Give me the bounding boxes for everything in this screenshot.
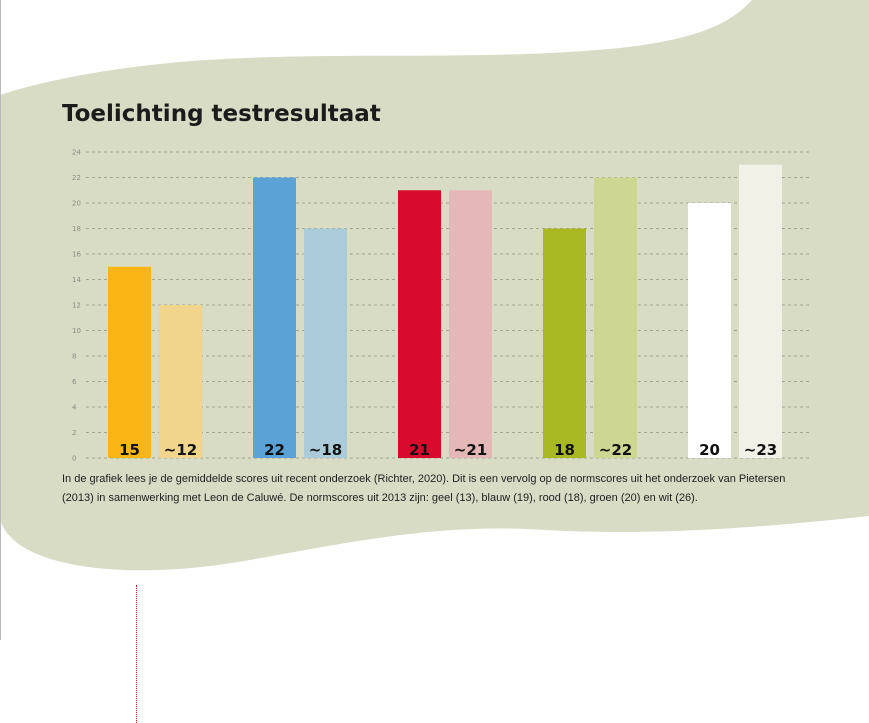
bar bbox=[543, 228, 586, 458]
bar-value-label: ~21 bbox=[454, 441, 487, 459]
bar bbox=[594, 177, 637, 458]
y-tick-label: 16 bbox=[72, 251, 81, 259]
bar bbox=[304, 228, 347, 458]
y-tick-label: 4 bbox=[72, 404, 77, 412]
y-tick-label: 6 bbox=[72, 378, 77, 386]
y-tick-label: 10 bbox=[72, 327, 81, 335]
bar-value-label: 20 bbox=[699, 441, 720, 459]
y-tick-label: 2 bbox=[72, 429, 76, 437]
y-tick-label: 8 bbox=[72, 353, 76, 361]
page-edge-line bbox=[0, 0, 1, 640]
y-tick-label: 14 bbox=[72, 276, 81, 284]
bar-value-labels: 15 ~12 22 ~18 21 ~21 18 ~22 20 ~23 bbox=[119, 441, 777, 459]
bar bbox=[449, 190, 492, 458]
bar-value-label: ~22 bbox=[599, 441, 632, 459]
bar-value-label: 22 bbox=[264, 441, 285, 459]
chart-caption: In de grafiek lees je de gemiddelde scor… bbox=[62, 473, 786, 504]
y-tick-label: 0 bbox=[72, 455, 76, 463]
bar-value-label: 15 bbox=[119, 441, 140, 459]
bar bbox=[253, 177, 296, 458]
bar-value-label: 18 bbox=[554, 441, 575, 459]
y-tick-label: 20 bbox=[72, 200, 81, 208]
bar-value-label: ~12 bbox=[164, 441, 197, 459]
chart-title: Toelichting testresultaat bbox=[62, 101, 381, 127]
bars bbox=[108, 164, 782, 458]
bar-value-label: ~18 bbox=[309, 441, 342, 459]
y-tick-label: 12 bbox=[72, 302, 81, 310]
y-tick-label: 18 bbox=[72, 225, 81, 233]
bar-value-label: 21 bbox=[409, 441, 430, 459]
bar bbox=[688, 203, 731, 458]
dotted-guide-line bbox=[136, 585, 137, 723]
y-tick-label: 24 bbox=[72, 149, 81, 157]
bar bbox=[398, 190, 441, 458]
y-tick-label: 22 bbox=[72, 174, 81, 182]
bar-value-label: ~23 bbox=[744, 441, 777, 459]
bar bbox=[739, 164, 782, 458]
bar bbox=[159, 305, 202, 458]
bar bbox=[108, 266, 151, 458]
